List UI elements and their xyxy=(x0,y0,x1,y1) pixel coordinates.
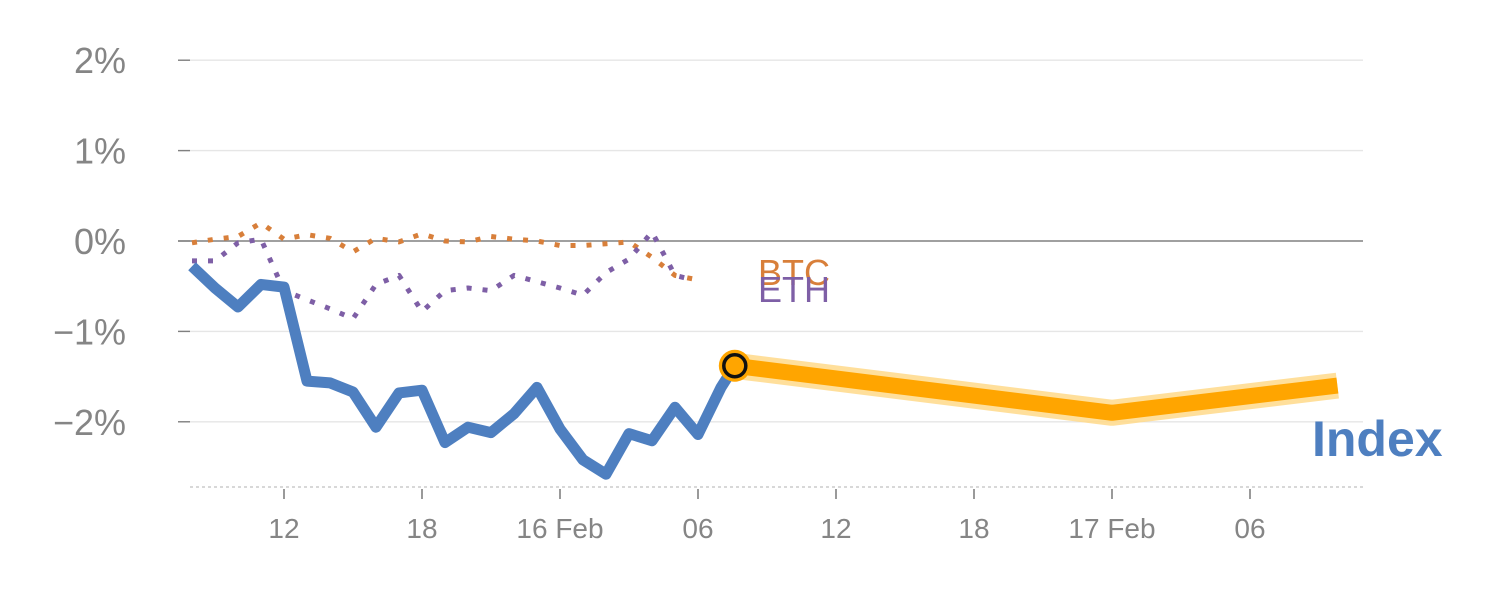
xtick-label-1: 18 xyxy=(406,513,437,544)
xtick-label-2: 16 Feb xyxy=(516,513,603,544)
series-label-btc: BTC xyxy=(758,252,830,293)
forecast-band xyxy=(733,357,1339,421)
xtick-label-3: 06 xyxy=(682,513,713,544)
ytick-label-2: 0% xyxy=(74,221,126,262)
ytick-label-0: 2% xyxy=(74,40,126,81)
axes: 2% 1% 0% −1% −2% 12 18 16 Feb 06 12 18 17 Feb 06 xyxy=(53,40,1363,544)
xtick-label-0: 12 xyxy=(268,513,299,544)
current-marker xyxy=(722,353,748,379)
series xyxy=(188,220,1339,480)
xtick-label-4: 12 xyxy=(820,513,851,544)
series-line-eth xyxy=(192,229,694,322)
ytick-label-3: −1% xyxy=(53,311,126,352)
xtick-label-7: 06 xyxy=(1234,513,1265,544)
xtick-label-6: 17 Feb xyxy=(1068,513,1155,544)
series-label-eth: ETH xyxy=(758,269,830,310)
ytick-label-4: −2% xyxy=(53,402,126,443)
series-line-index xyxy=(188,262,740,480)
series-labels: BTC ETH Index xyxy=(758,252,1443,467)
series-label-index: Index xyxy=(1312,411,1443,467)
series-line-btc xyxy=(191,220,694,282)
ytick-label-1: 1% xyxy=(74,131,126,172)
xtick-label-5: 18 xyxy=(958,513,989,544)
